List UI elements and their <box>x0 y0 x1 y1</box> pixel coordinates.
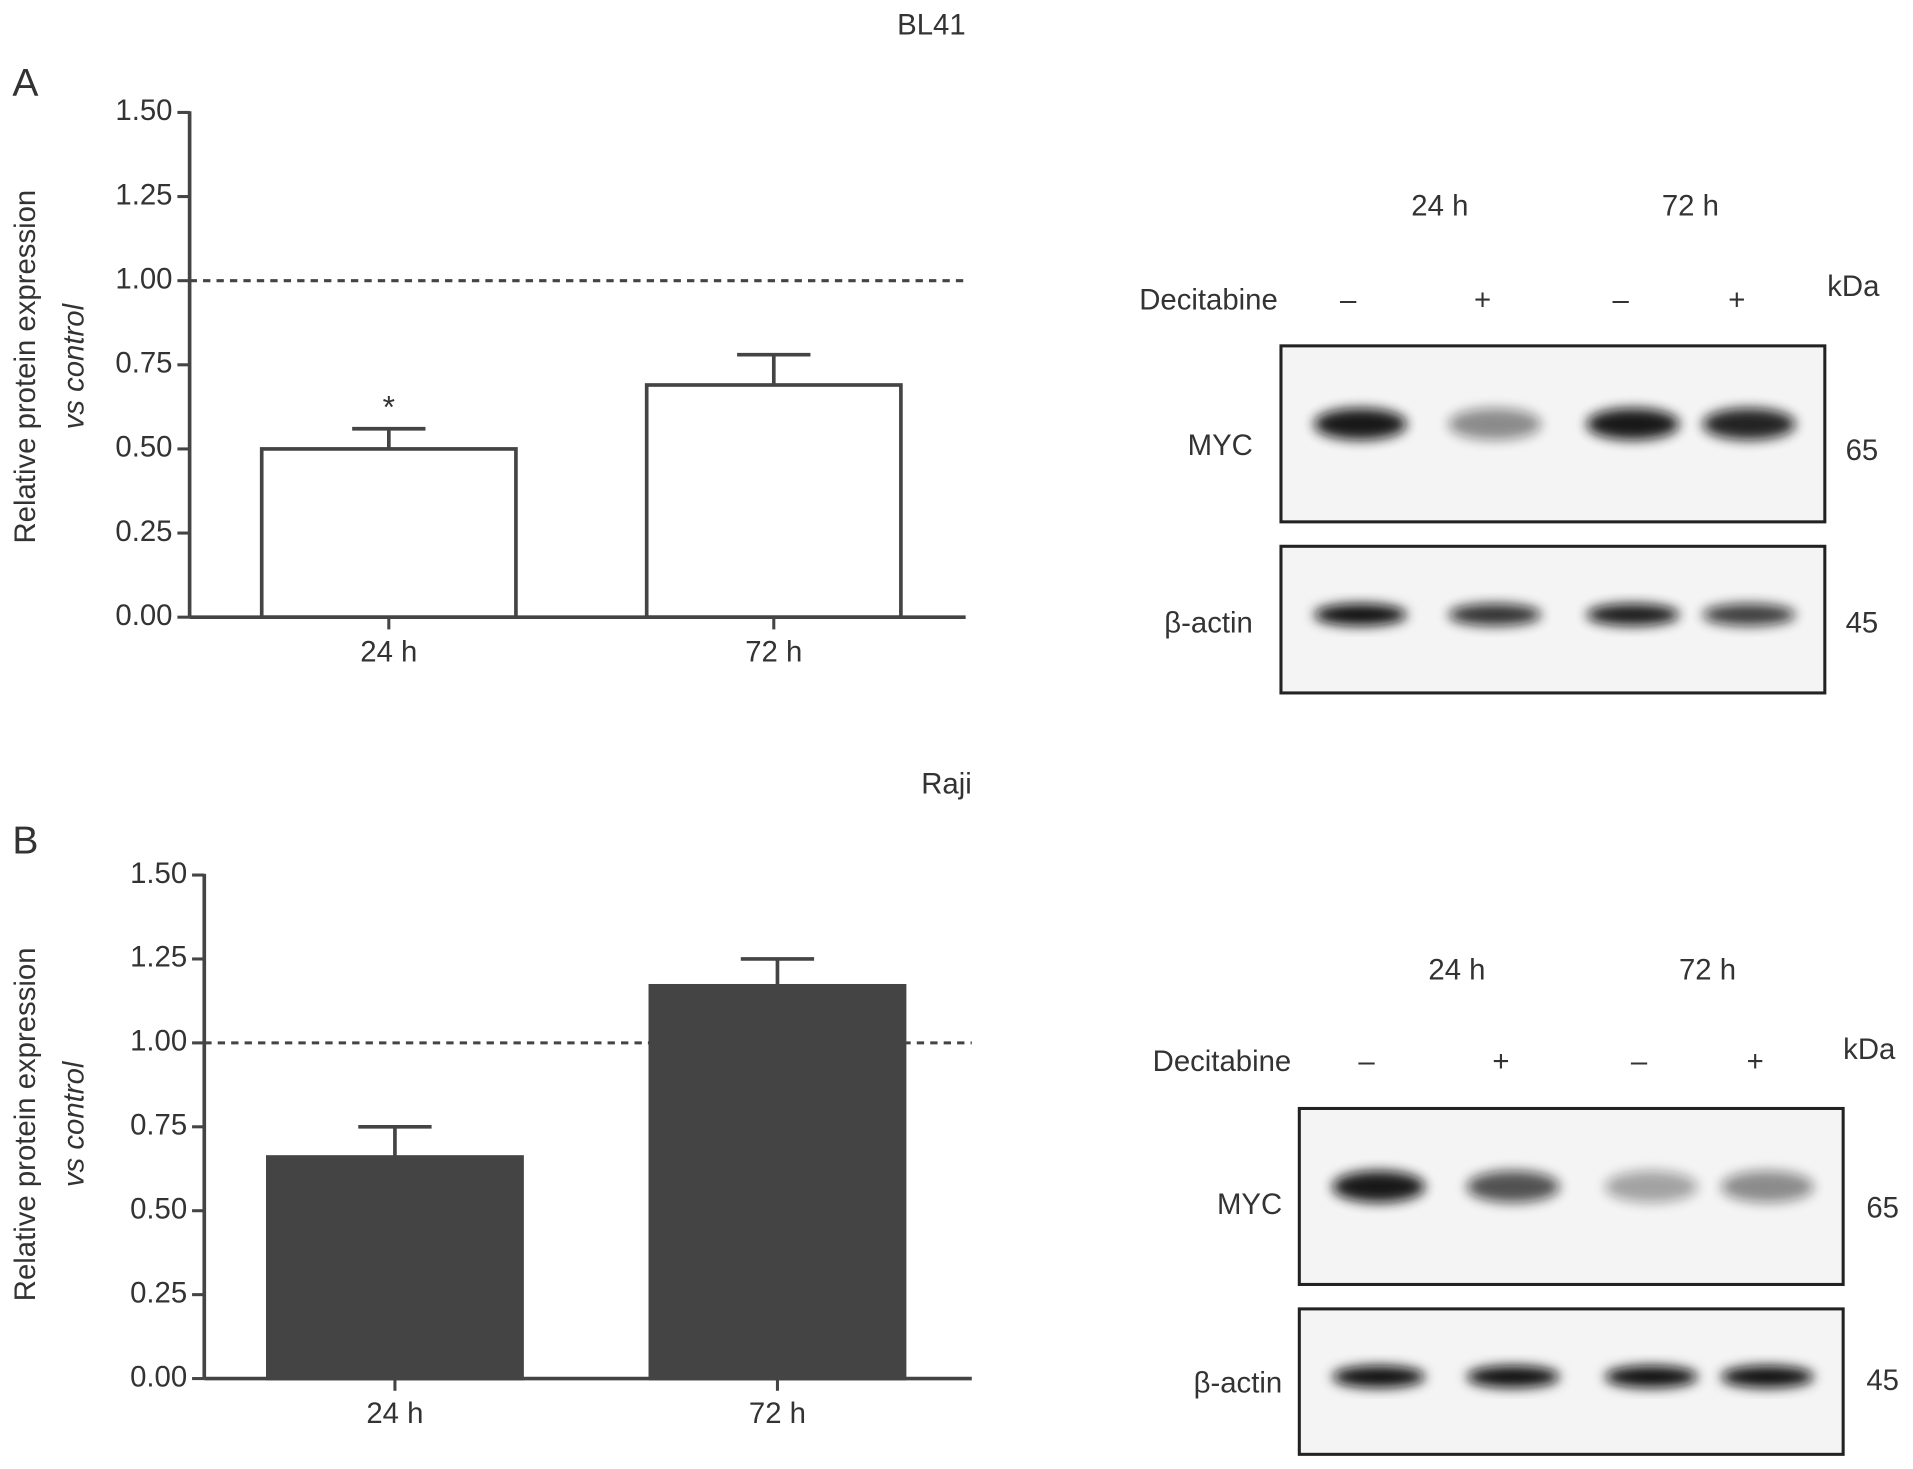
y-tick-label: 0.25 <box>130 1276 187 1309</box>
y-tick-label: 1.25 <box>115 178 172 211</box>
blot-band <box>1448 408 1542 440</box>
blot-band <box>1702 408 1796 440</box>
y-tick-label: 1.00 <box>130 1025 187 1058</box>
blot-band <box>1466 1170 1560 1203</box>
y-tick-label: 1.50 <box>130 857 187 890</box>
y-tick-label: 0.75 <box>115 347 172 380</box>
blot-band <box>1702 603 1796 626</box>
molecular-weight: 45 <box>1846 606 1879 639</box>
bar <box>265 1155 524 1381</box>
y-axis-label: vs control <box>58 302 91 429</box>
treatment-sign: – <box>1358 1045 1375 1078</box>
molecular-weight: 45 <box>1866 1364 1899 1397</box>
y-axis-label: Relative protein expression <box>9 947 42 1301</box>
protein-label: β-actin <box>1194 1366 1283 1399</box>
y-tick-label: 0.00 <box>130 1360 187 1393</box>
x-tick-label: 72 h <box>745 636 802 669</box>
treatment-sign: + <box>1728 284 1745 317</box>
panel-label: B <box>12 820 38 863</box>
treatment-sign: + <box>1747 1045 1764 1078</box>
blot-band <box>1604 1365 1698 1388</box>
y-tick-label: 0.25 <box>115 515 172 548</box>
blot-band <box>1586 603 1680 626</box>
protein-label: MYC <box>1188 429 1253 462</box>
chart-title: Raji <box>921 768 972 801</box>
y-tick-label: 0.75 <box>130 1109 187 1142</box>
blot-band <box>1466 1365 1560 1388</box>
blot-band <box>1332 1365 1426 1388</box>
treatment-sign: + <box>1474 284 1491 317</box>
kda-header: kDa <box>1827 270 1880 303</box>
y-tick-label: 0.00 <box>115 599 172 632</box>
bar <box>259 447 518 620</box>
blot-band <box>1720 1170 1814 1203</box>
bar <box>648 983 907 1381</box>
y-axis-label: vs control <box>58 1060 91 1187</box>
blot-column-label: 72 h <box>1679 953 1736 986</box>
treatment-sign: + <box>1492 1045 1509 1078</box>
x-tick-label: 72 h <box>749 1397 806 1430</box>
blot-band <box>1313 408 1407 440</box>
chart-title: BL41 <box>897 9 965 42</box>
treatment-label: Decitabine <box>1139 284 1278 317</box>
y-tick-label: 0.50 <box>130 1192 187 1225</box>
blot-band <box>1332 1170 1426 1203</box>
treatment-sign: – <box>1340 284 1357 317</box>
blot-column-label: 72 h <box>1662 190 1719 223</box>
bar <box>644 383 903 620</box>
blot-band <box>1720 1365 1814 1388</box>
molecular-weight: 65 <box>1866 1192 1899 1225</box>
blot-band <box>1313 603 1407 626</box>
y-tick-label: 1.25 <box>130 941 187 974</box>
blot-band <box>1448 603 1542 626</box>
treatment-sign: – <box>1613 284 1630 317</box>
blot-column-label: 24 h <box>1411 190 1468 223</box>
blot-column-label: 24 h <box>1428 953 1485 986</box>
y-tick-label: 1.00 <box>115 262 172 295</box>
y-axis-label: Relative protein expression <box>9 190 42 544</box>
significance-marker: * <box>383 389 395 425</box>
kda-header: kDa <box>1843 1033 1896 1066</box>
blot-band <box>1604 1170 1698 1203</box>
x-tick-label: 24 h <box>366 1397 423 1430</box>
treatment-sign: – <box>1631 1045 1648 1078</box>
protein-label: MYC <box>1217 1188 1282 1221</box>
molecular-weight: 65 <box>1846 434 1879 467</box>
protein-label: β-actin <box>1164 606 1253 639</box>
x-tick-label: 24 h <box>360 636 417 669</box>
treatment-label: Decitabine <box>1153 1045 1292 1078</box>
y-tick-label: 0.50 <box>115 431 172 464</box>
panel-label: A <box>12 62 38 105</box>
y-tick-label: 1.50 <box>115 94 172 127</box>
blot-band <box>1586 408 1680 440</box>
